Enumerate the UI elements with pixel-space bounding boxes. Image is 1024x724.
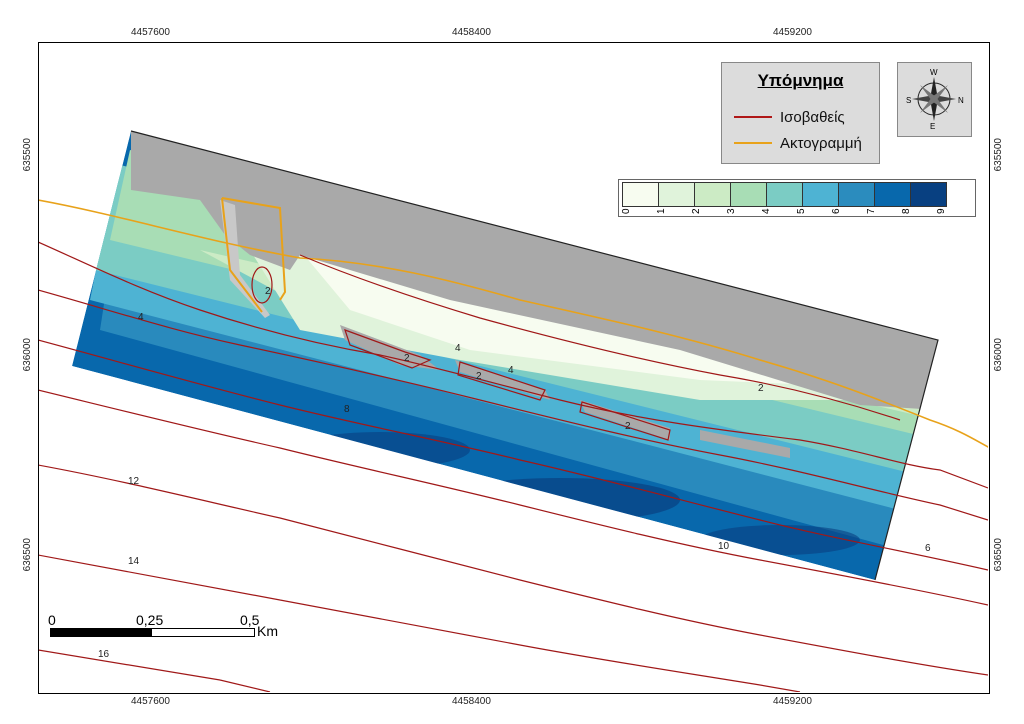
depth-swatch: [730, 183, 766, 206]
scale-segment-filled: [50, 628, 153, 637]
isobaths: [39, 241, 988, 692]
compass-rose-icon: N S E W: [906, 68, 964, 131]
depth-swatch: [694, 183, 730, 206]
compass-n: N: [958, 96, 964, 105]
scale-label-0: 0: [48, 612, 56, 628]
top-tick-1: 4457600: [131, 27, 170, 38]
depth-label: 0: [621, 208, 632, 214]
legend-label: Ακτογραμμή: [780, 134, 862, 152]
contour-label: 2: [404, 353, 410, 364]
contour-label: 4: [138, 312, 144, 323]
depth-swatch: [658, 183, 694, 206]
compass-s: S: [906, 96, 911, 105]
depth-label: 8: [901, 208, 912, 214]
depth-swatches: [622, 182, 947, 207]
contour-label: 14: [128, 556, 140, 567]
depth-label: 9: [936, 208, 947, 214]
depth-swatch: [910, 183, 946, 206]
scale-unit: Km: [257, 623, 278, 639]
contour-label: 12: [128, 476, 140, 487]
bottom-tick-3: 4459200: [773, 696, 812, 707]
legend-item-coastline: Ακτογραμμή: [734, 133, 862, 153]
contour-label: 4: [508, 365, 514, 376]
legend-item-isobaths: Ισοβαθείς: [734, 107, 845, 127]
legend: Υπόμνημα Ισοβαθείς Ακτογραμμή: [721, 62, 880, 164]
depth-label: 6: [831, 208, 842, 214]
depth-raster: [72, 131, 938, 580]
depth-scale: 0 1 2 3 4 5 6 7 8 9: [618, 179, 976, 217]
depth-swatch: [623, 183, 658, 206]
bottom-tick-2: 4458400: [452, 696, 491, 707]
scale-segment-empty: [151, 628, 255, 637]
scale-label-1: 0,25: [136, 612, 164, 628]
depth-swatch: [838, 183, 874, 206]
depth-label: 7: [866, 208, 877, 214]
compass-e: E: [930, 122, 935, 131]
compass-w: W: [930, 68, 938, 77]
top-tick-2: 4458400: [452, 27, 491, 38]
depth-label: 4: [761, 208, 772, 214]
contour-label: 4: [455, 343, 461, 354]
contour-label: 2: [758, 383, 764, 394]
depth-swatch: [874, 183, 910, 206]
depth-swatch: [766, 183, 802, 206]
contour-label: 2: [476, 371, 482, 382]
contour-label: 16: [98, 649, 110, 660]
depth-label: 5: [796, 208, 807, 214]
legend-label: Ισοβαθείς: [780, 108, 845, 126]
isobath-swatch: [734, 116, 772, 118]
depth-label: 3: [726, 208, 737, 214]
top-tick-3: 4459200: [773, 27, 812, 38]
bottom-tick-1: 4457600: [131, 696, 170, 707]
depth-swatch: [802, 183, 838, 206]
contour-label: 8: [344, 404, 350, 415]
contour-label: 6: [925, 543, 931, 554]
coastline-swatch: [734, 142, 772, 144]
scale-label-2: 0,5: [240, 612, 260, 628]
contour-label: 2: [265, 286, 271, 297]
contour-label: 10: [718, 541, 730, 552]
compass: N S E W: [897, 62, 972, 137]
depth-label: 1: [656, 208, 667, 214]
contour-label: 2: [625, 421, 631, 432]
legend-title: Υπόμνημα: [757, 71, 844, 90]
depth-label: 2: [691, 208, 702, 214]
